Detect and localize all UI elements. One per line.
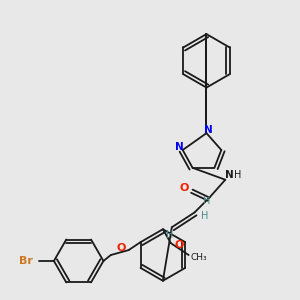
Text: O: O: [116, 243, 125, 253]
Text: O: O: [174, 240, 183, 250]
Text: H: H: [166, 230, 173, 240]
Text: N: N: [204, 125, 213, 135]
Text: O: O: [180, 183, 189, 193]
Text: N: N: [175, 142, 184, 152]
Text: H: H: [201, 212, 208, 221]
Text: CH₃: CH₃: [190, 253, 207, 262]
Text: H: H: [203, 196, 210, 206]
Text: H: H: [235, 170, 242, 180]
Text: N: N: [225, 170, 234, 180]
Text: Br: Br: [19, 256, 33, 266]
